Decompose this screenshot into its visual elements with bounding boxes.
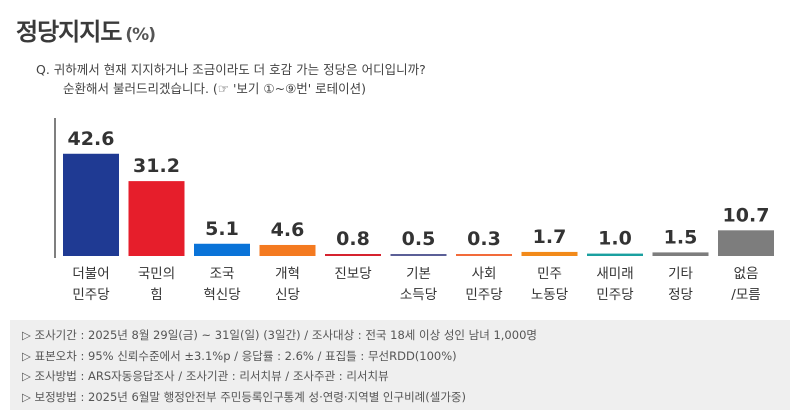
category-label-8-0: 새미래 (596, 266, 633, 282)
category-label-1-1: 힘 (150, 287, 162, 303)
footer-line-weighting: ▷ 보정방법 : 2025년 6월말 행정안전부 주민등록인구통계 성·연령·지… (22, 389, 466, 404)
bar-3 (259, 244, 316, 256)
bar-10 (718, 230, 774, 256)
category-label-7-0: 민주 (537, 266, 562, 282)
category-label-1-0: 국민의 (138, 266, 175, 282)
category-label-5-1: 소득당 (400, 287, 437, 303)
value-label-7: 1.7 (533, 226, 567, 248)
bar-9 (652, 252, 709, 256)
category-label-5-0: 기본 (406, 266, 431, 282)
value-label-10: 10.7 (723, 204, 770, 226)
value-label-5: 0.5 (402, 228, 436, 250)
value-label-9: 1.5 (664, 226, 698, 248)
category-label-8-1: 민주당 (596, 287, 633, 303)
question-text: Q. 귀하께서 현재 지지하거나 조금이라도 더 호감 가는 정당은 어디입니까… (36, 60, 426, 98)
value-label-6: 0.3 (467, 228, 501, 250)
category-label-6-0: 사회 (472, 266, 497, 282)
value-label-8: 1.0 (598, 228, 632, 250)
value-label-2: 5.1 (205, 218, 239, 240)
bar-5 (390, 254, 447, 256)
bar-6 (456, 254, 512, 256)
question-line-1: Q. 귀하께서 현재 지지하거나 조금이라도 더 호감 가는 정당은 어디입니까… (36, 62, 426, 77)
bar-8 (587, 253, 643, 256)
value-label-1: 31.2 (133, 155, 180, 177)
bar-2 (194, 243, 250, 256)
category-label-10-1: /모름 (731, 287, 760, 303)
category-label-10-0: 없음 (734, 266, 759, 282)
category-label-4-0: 진보당 (334, 266, 371, 282)
category-label-9-0: 기타 (668, 266, 693, 282)
category-label-0-1: 민주당 (72, 287, 109, 303)
value-label-4: 0.8 (336, 228, 370, 250)
bar-1 (128, 181, 185, 256)
category-label-2-1: 혁신당 (203, 287, 240, 303)
chart-title: 정당지지도 (%) (16, 12, 156, 47)
category-label-3-1: 신당 (275, 287, 300, 303)
category-label-7-1: 노동당 (531, 287, 568, 303)
value-label-3: 4.6 (271, 219, 305, 241)
category-label-6-1: 민주당 (465, 287, 502, 303)
title-text: 정당지지도 (16, 18, 122, 46)
category-label-0-0: 더불어 (72, 266, 109, 282)
bar-0 (63, 153, 119, 256)
footer-line-error: ▷ 표본오차 : 95% 신뢰수준에서 ±3.1%p / 응답률 : 2.6% … (22, 348, 457, 363)
title-unit: (%) (125, 25, 156, 45)
category-label-3-0: 개혁 (275, 266, 300, 282)
category-label-2-0: 조국 (210, 266, 235, 282)
value-label-0: 42.6 (68, 128, 115, 150)
bar-7 (521, 251, 578, 256)
footer-line-period: ▷ 조사기간 : 2025년 8월 29일(금) ~ 31일(일) (3일간) … (22, 328, 537, 342)
footer-line-method: ▷ 조사방법 : ARS자동응답조사 / 조사기관 : 리서치뷰 / 조사주관 … (22, 369, 389, 383)
question-line-2: 순환해서 불러드리겠습니다. (☞ '보기 ①~⑨번' 로테이션) (63, 81, 367, 96)
bar-4 (325, 254, 381, 256)
survey-info-box: ▷ 조사기간 : 2025년 8월 29일(금) ~ 31일(일) (3일간) … (10, 320, 790, 410)
category-label-9-1: 정당 (668, 287, 693, 303)
